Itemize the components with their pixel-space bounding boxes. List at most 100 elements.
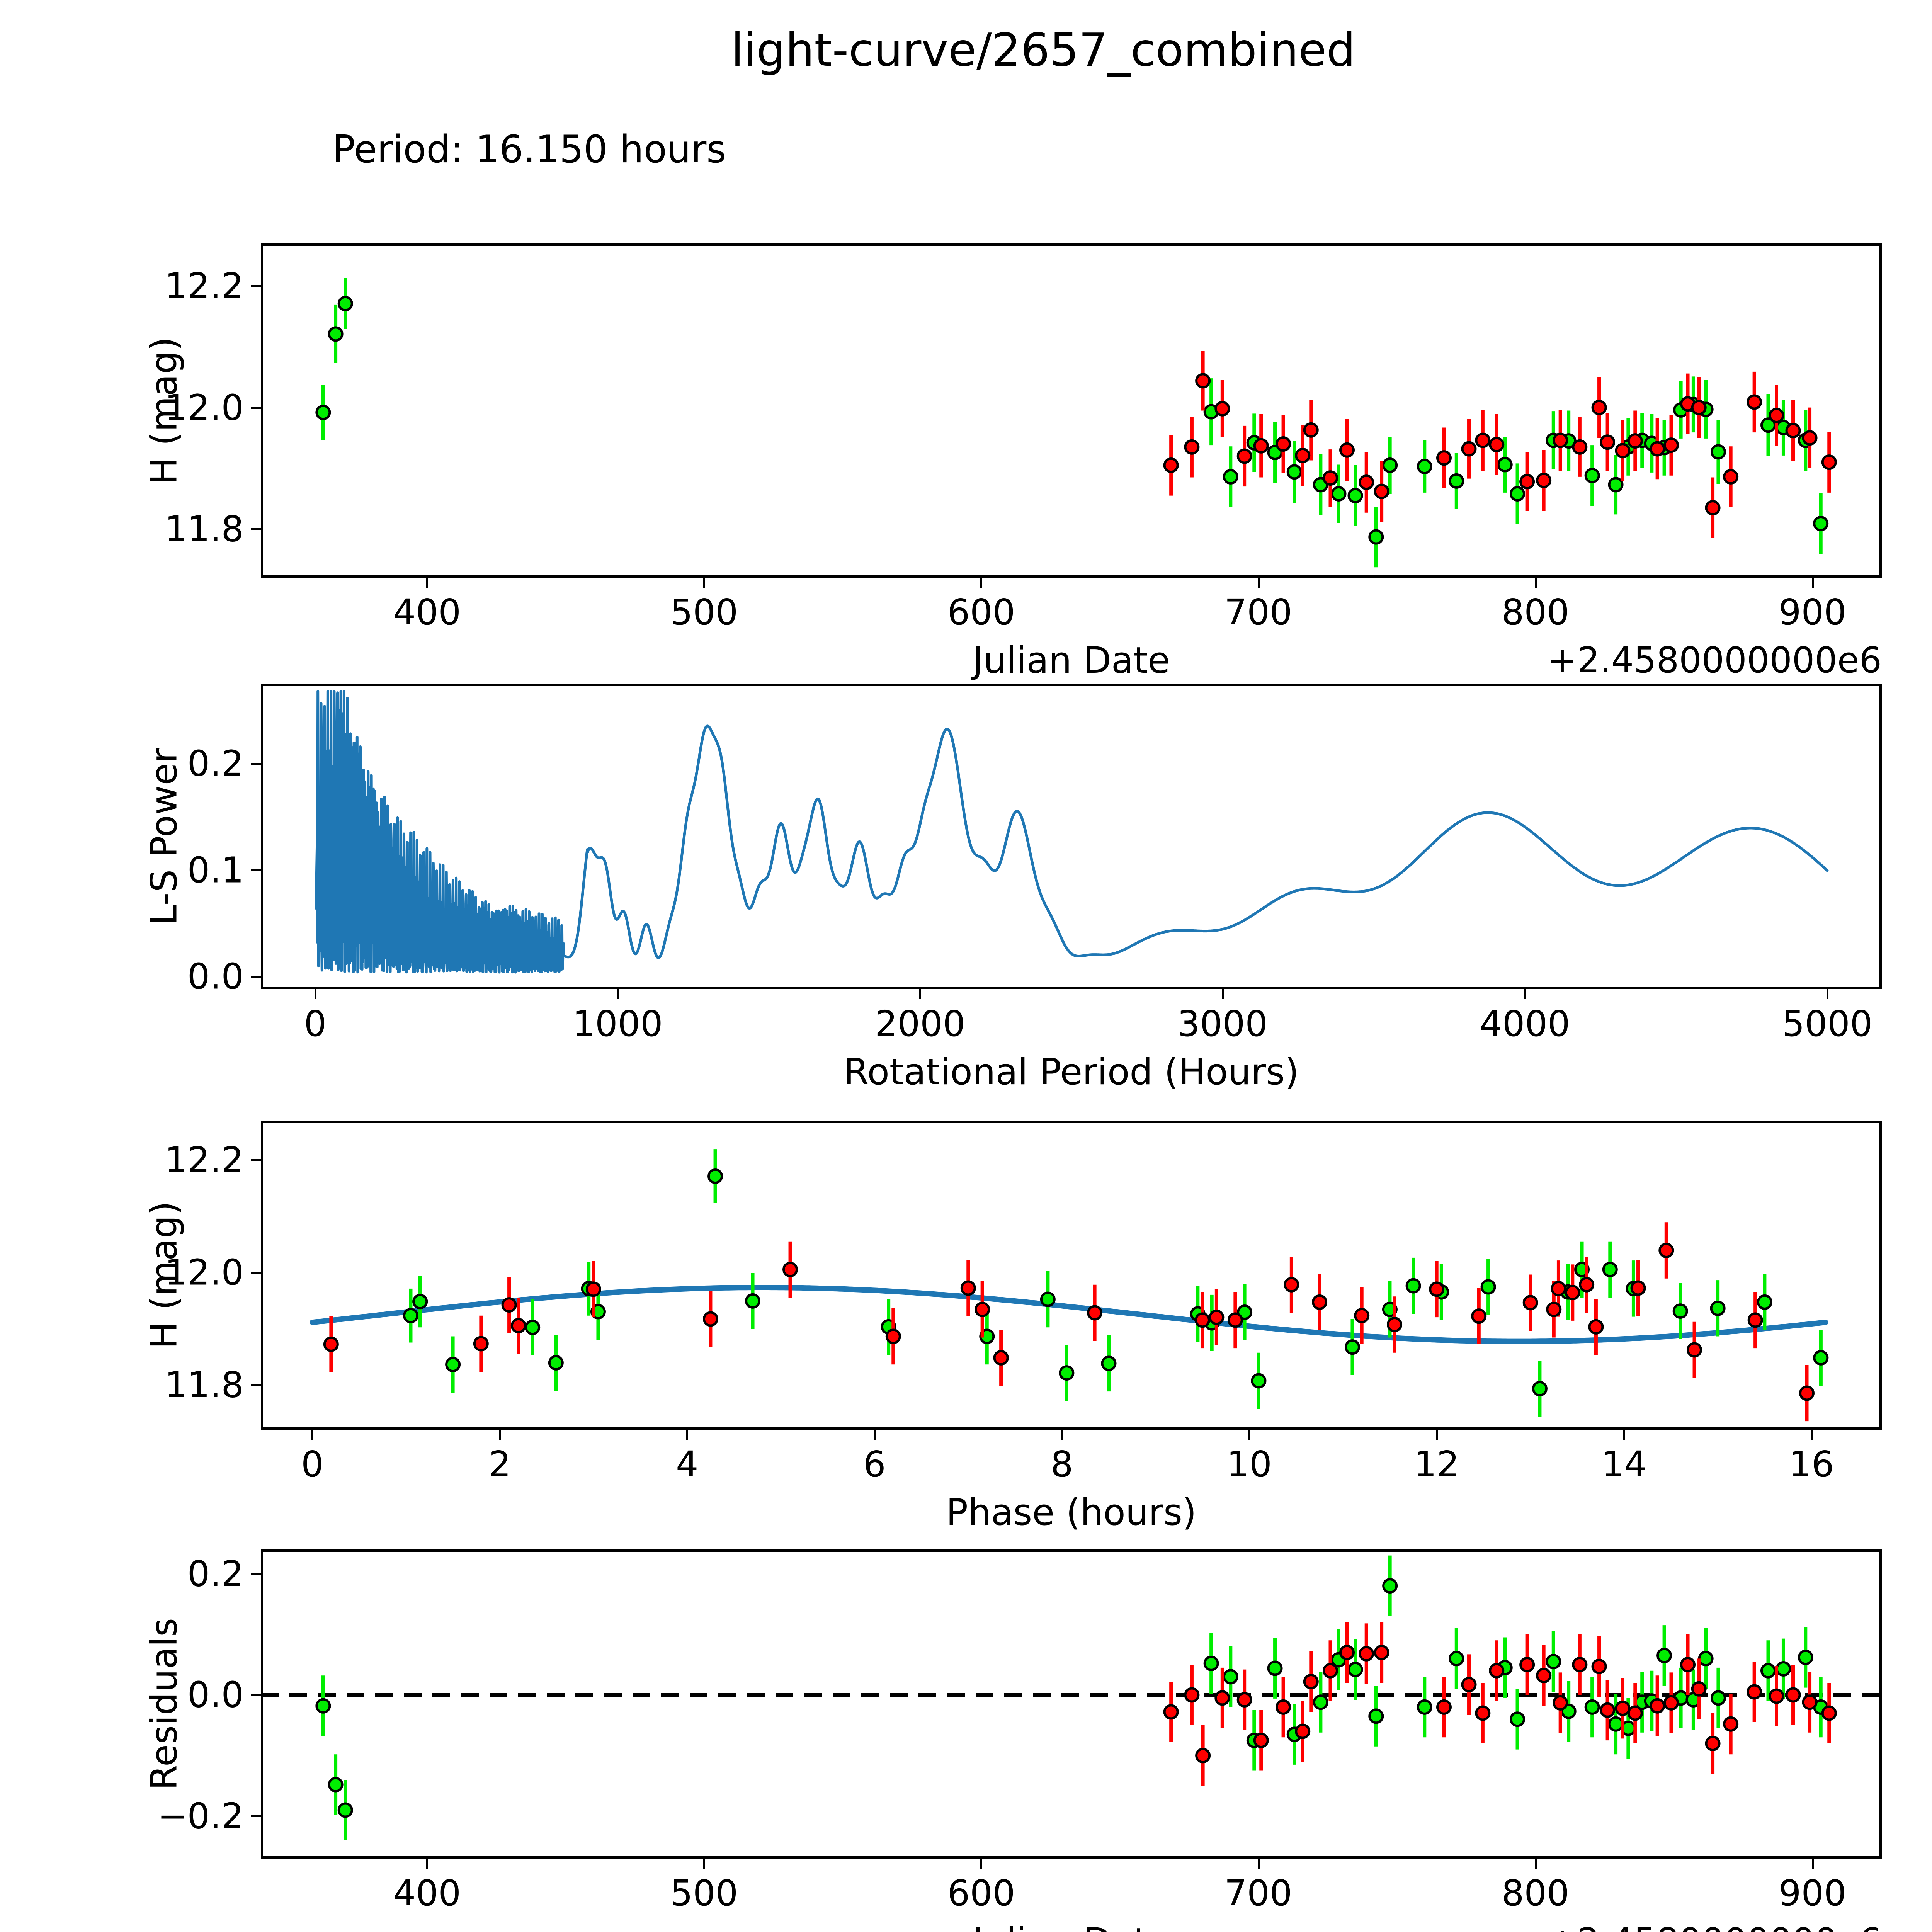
xtick-mark: [1534, 578, 1537, 588]
data-point: [1546, 1654, 1561, 1670]
data-point: [1705, 1735, 1721, 1751]
data-point: [315, 1698, 331, 1714]
data-point: [1236, 1692, 1252, 1708]
data-point: [1223, 1669, 1238, 1685]
xaxis-offset-text-residuals: +2.4580000000e6: [1548, 1920, 1882, 1932]
data-point: [1382, 457, 1398, 473]
data-point: [885, 1328, 901, 1344]
xtick-label: 800: [1501, 592, 1570, 633]
data-point: [1497, 457, 1513, 473]
data-point: [525, 1320, 541, 1335]
data-point: [1195, 373, 1211, 389]
xtick-mark: [1436, 1430, 1438, 1440]
data-point: [1214, 401, 1230, 417]
data-point: [1698, 1651, 1714, 1667]
data-point: [445, 1357, 461, 1372]
ytick-label: 11.8: [165, 508, 244, 550]
data-point: [1322, 1663, 1338, 1679]
panel-periodogram: [261, 684, 1882, 989]
xtick-mark: [1248, 1430, 1251, 1440]
data-point: [1579, 1277, 1595, 1293]
ytick-mark: [251, 869, 261, 871]
xtick-mark: [311, 1430, 314, 1440]
data-point: [1584, 1699, 1600, 1715]
xtick-label: 4: [676, 1444, 699, 1485]
panel-phase-folded: [261, 1121, 1882, 1430]
data-point: [1821, 1705, 1837, 1721]
xtick-label: 1000: [572, 1003, 663, 1044]
series-red: [323, 1222, 1815, 1422]
data-point: [1276, 1699, 1291, 1715]
data-point: [1785, 423, 1801, 439]
xtick-label: 0: [304, 1003, 327, 1044]
xtick-mark: [1221, 989, 1224, 999]
xtick-label: 6: [863, 1444, 886, 1485]
data-point: [702, 1311, 718, 1327]
data-point: [1760, 1663, 1776, 1679]
data-point: [1449, 1651, 1464, 1667]
p4-canvas: [261, 1549, 1882, 1859]
data-point: [1769, 1688, 1784, 1704]
data-point: [1339, 1645, 1355, 1660]
data-point: [1374, 1645, 1389, 1660]
xtick-label: 700: [1224, 592, 1293, 633]
ytick-mark: [251, 1271, 261, 1274]
axes-spine: [261, 684, 1882, 989]
data-point: [1347, 488, 1363, 503]
data-point: [1194, 1312, 1210, 1328]
figure-title: light-curve/2657_combined: [731, 23, 1355, 77]
xtick-label: 4000: [1480, 1003, 1570, 1044]
data-point: [1347, 1662, 1363, 1677]
xtick-mark: [919, 989, 922, 999]
data-point: [1405, 1278, 1421, 1294]
data-point: [1591, 400, 1607, 415]
xtick-label: 500: [670, 592, 738, 633]
ytick-label: 11.8: [165, 1364, 244, 1406]
xaxis-label-phase: Phase (hours): [946, 1492, 1197, 1534]
ytick-label: 0.0: [187, 956, 244, 997]
data-point: [1813, 516, 1829, 532]
data-point: [403, 1308, 418, 1323]
data-point: [1584, 468, 1600, 483]
xtick-mark: [1811, 578, 1814, 588]
xtick-label: 2: [488, 1444, 511, 1485]
data-point: [412, 1294, 428, 1310]
data-point: [1286, 464, 1302, 480]
xtick-label: 16: [1789, 1444, 1834, 1485]
data-point: [1295, 1723, 1311, 1739]
ytick-mark: [251, 975, 261, 978]
data-point: [1627, 433, 1643, 449]
data-point: [993, 1350, 1009, 1366]
data-point: [1471, 1308, 1487, 1324]
xaxis-label-rotational-period: Rotational Period (Hours): [844, 1051, 1299, 1093]
yaxis-label-h-mag: H (mag): [143, 337, 185, 485]
ytick-label: 12.2: [165, 1139, 244, 1181]
data-point: [1663, 1695, 1679, 1711]
data-point: [328, 1777, 344, 1793]
data-point: [1251, 1373, 1267, 1389]
data-point: [1387, 1317, 1403, 1332]
data-point: [1374, 483, 1389, 499]
axes-spine: [261, 1121, 1882, 1430]
series-red: [1163, 1622, 1837, 1786]
data-point: [1059, 1365, 1075, 1381]
data-point: [1184, 1687, 1200, 1703]
data-point: [1608, 1716, 1624, 1732]
data-point: [960, 1280, 976, 1296]
data-point: [1588, 1319, 1604, 1335]
data-point: [1303, 1673, 1319, 1689]
sine-fit-curve: [310, 1285, 1828, 1344]
ytick-label: 12.0: [165, 387, 244, 429]
xtick-label: 500: [670, 1872, 738, 1914]
data-point: [1331, 486, 1347, 502]
data-point: [1747, 1312, 1763, 1328]
data-point: [1691, 1681, 1707, 1697]
data-point: [1821, 454, 1837, 470]
xtick-label: 3000: [1177, 1003, 1268, 1044]
yaxis-label-ls-power: L-S Power: [143, 748, 185, 925]
ytick-mark: [251, 528, 261, 531]
xaxis-label-julian-date-residuals: Julian Date: [973, 1920, 1170, 1932]
ytick-label: 12.2: [165, 265, 244, 307]
data-point: [1705, 500, 1721, 516]
data-point: [1359, 474, 1374, 490]
